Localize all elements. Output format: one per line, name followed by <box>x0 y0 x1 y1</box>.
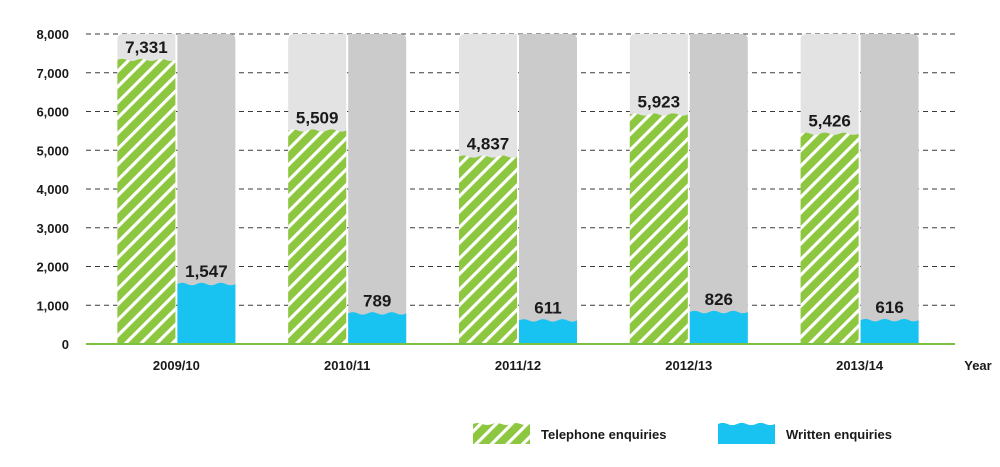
value-label-written: 789 <box>363 291 391 310</box>
bar-written <box>177 282 236 344</box>
data-labels: 7,331 1,547 5,509 789 4,837 611 5,923 826 5,426 6… <box>125 38 904 317</box>
bar-telephone <box>117 58 176 344</box>
y-tick-label: 7,000 <box>36 66 69 81</box>
legend-label-telephone: Telephone enquiries <box>541 427 666 442</box>
bar-written <box>689 310 748 344</box>
y-tick-label: 3,000 <box>36 221 69 236</box>
y-tick-label: 0 <box>62 337 69 352</box>
value-label-written: 1,547 <box>185 262 228 281</box>
legend-label-written: Written enquiries <box>786 427 892 442</box>
legend: Telephone enquiries Written enquiries <box>473 422 892 444</box>
bar-written <box>860 318 919 344</box>
y-tick-label: 2,000 <box>36 260 69 275</box>
value-label-telephone: 4,837 <box>467 135 510 154</box>
background-column <box>860 34 919 344</box>
value-label-telephone: 5,923 <box>638 92 681 111</box>
bar-written <box>519 319 577 344</box>
bar-telephone <box>288 129 347 344</box>
background-column <box>177 34 236 344</box>
background-column <box>689 34 748 344</box>
bars <box>117 58 919 344</box>
x-tick-label: 2010/11 <box>324 358 370 373</box>
x-tick-label: 2009/10 <box>153 358 200 373</box>
bar-written <box>348 312 407 344</box>
x-axis-title: Year <box>964 358 991 373</box>
value-label-written: 826 <box>705 290 733 309</box>
value-label-telephone: 7,331 <box>125 38 168 57</box>
value-label-written: 611 <box>534 298 561 317</box>
axes: 0 1,000 2,000 3,000 4,000 5,000 6,000 7,000 8,00… <box>36 27 991 373</box>
legend-swatch-telephone <box>473 423 530 444</box>
y-tick-label: 6,000 <box>36 105 69 120</box>
bar-telephone <box>629 113 688 344</box>
x-tick-label: 2012/13 <box>665 358 712 373</box>
value-label-telephone: 5,509 <box>296 109 339 128</box>
x-tick-label: 2011/12 <box>495 358 541 373</box>
background-column <box>348 34 407 344</box>
y-tick-label: 1,000 <box>36 298 69 313</box>
background-column <box>519 34 577 344</box>
legend-swatch-written <box>718 422 775 444</box>
y-tick-label: 4,000 <box>36 182 69 197</box>
y-tick-label: 5,000 <box>36 143 69 158</box>
bar-telephone <box>459 155 517 344</box>
value-label-telephone: 5,426 <box>808 112 851 131</box>
x-tick-label: 2013/14 <box>836 358 884 373</box>
y-tick-label: 8,000 <box>36 27 69 42</box>
bar-telephone <box>800 132 859 344</box>
value-label-written: 616 <box>875 298 903 317</box>
